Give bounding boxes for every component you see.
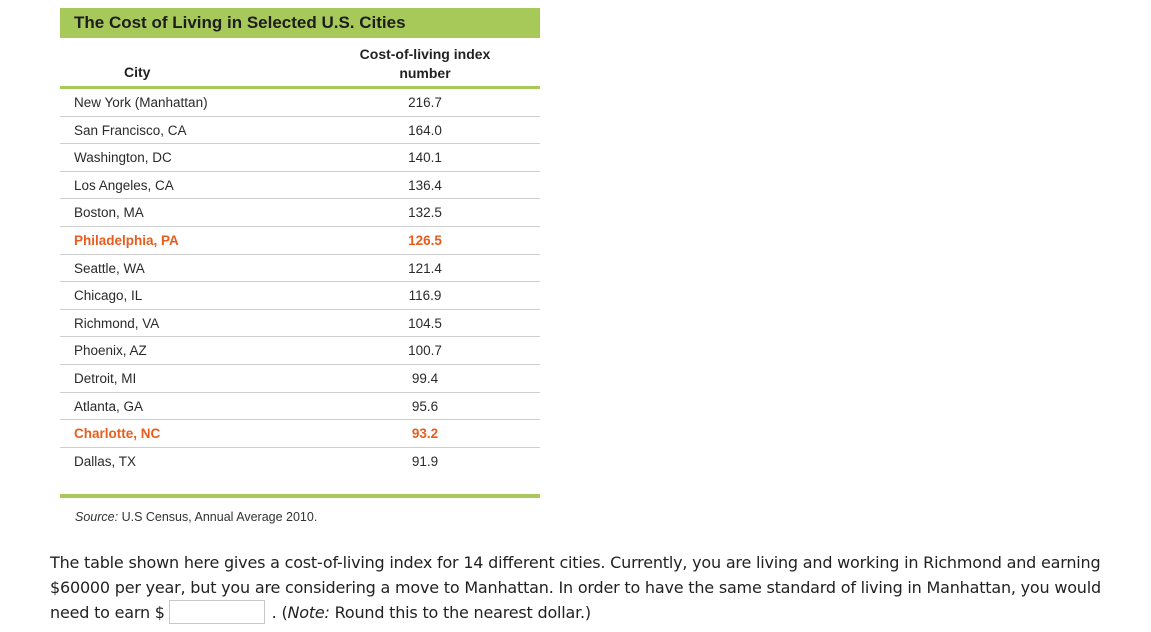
table-row: Boston, MA 132.5 xyxy=(60,199,540,227)
city-name: Phoenix, AZ xyxy=(74,343,147,359)
table-row: Washington, DC 140.1 xyxy=(60,144,540,172)
city-name: Detroit, MI xyxy=(74,370,137,386)
table-body: New York (Manhattan) 216.7 San Francisco, … xyxy=(60,89,540,475)
question-suffix-1: . ( xyxy=(266,603,288,622)
index-value: 91.9 xyxy=(411,453,439,469)
city-name: Los Angeles, CA xyxy=(74,177,174,193)
table-row: Phoenix, AZ 100.7 xyxy=(60,337,540,365)
table-row: New York (Manhattan) 216.7 xyxy=(60,89,540,117)
table-row: Chicago, IL 116.9 xyxy=(60,282,540,310)
city-name: New York (Manhattan) xyxy=(74,95,208,110)
source-text: U.S Census, Annual Average 2010. xyxy=(118,510,318,525)
table-title: The Cost of Living in Selected U.S. Citi… xyxy=(60,8,540,38)
index-value: 95.6 xyxy=(411,398,439,414)
table-row: Los Angeles, CA 136.4 xyxy=(60,172,540,200)
table-row: Richmond, VA 104.5 xyxy=(60,310,540,338)
city-name: Chicago, IL xyxy=(74,288,143,304)
source-label: Source: xyxy=(75,510,119,525)
index-value: 126.5 xyxy=(408,232,442,248)
table-header: City Cost-of-living index number xyxy=(60,38,540,89)
question-suffix-2: Round this to the nearest dollar.) xyxy=(329,603,592,622)
table-row: Atlanta, GA 95.6 xyxy=(60,393,540,421)
table-row: Philadelphia, PA 126.5 xyxy=(60,227,540,255)
index-value: 104.5 xyxy=(408,315,442,331)
index-value: 116.9 xyxy=(408,288,442,304)
city-name: Richmond, VA xyxy=(74,315,160,331)
city-name: Boston, MA xyxy=(74,205,144,221)
city-name: San Francisco, CA xyxy=(74,122,187,138)
column-header-index-line1: Cost-of-living index xyxy=(359,46,491,62)
column-header-city: City xyxy=(124,64,151,80)
city-name: Charlotte, NC xyxy=(74,426,161,442)
city-name: Philadelphia, PA xyxy=(74,232,179,248)
question-text: The table shown here gives a cost-of-liv… xyxy=(50,550,1110,626)
question-prompt: The table shown here gives a cost-of-liv… xyxy=(50,553,1101,622)
index-value: 164.0 xyxy=(408,122,442,138)
note-label: Note: xyxy=(287,603,330,622)
table-row: Dallas, TX 91.9 xyxy=(60,448,540,476)
index-value: 136.4 xyxy=(408,177,442,193)
column-header-index: Cost-of-living index number xyxy=(340,45,510,83)
column-header-index-line2: number xyxy=(399,65,451,81)
table-row: Detroit, MI 99.4 xyxy=(60,365,540,393)
index-value: 140.1 xyxy=(408,150,442,166)
index-value: 93.2 xyxy=(411,426,439,442)
city-name: Washington, DC xyxy=(74,150,172,166)
table-row: Charlotte, NC 93.2 xyxy=(60,420,540,448)
city-name: Dallas, TX xyxy=(74,453,137,469)
table-source: Source: U.S Census, Annual Average 2010. xyxy=(60,510,540,524)
index-value: 100.7 xyxy=(408,343,442,359)
table-row: Seattle, WA 121.4 xyxy=(60,255,540,283)
table-row: San Francisco, CA 164.0 xyxy=(60,117,540,145)
answer-input[interactable] xyxy=(168,599,265,624)
index-value: 216.7 xyxy=(408,95,442,110)
cost-of-living-table: The Cost of Living in Selected U.S. Citi… xyxy=(60,8,540,524)
index-value: 132.5 xyxy=(408,205,442,221)
city-name: Seattle, WA xyxy=(74,260,145,276)
city-name: Atlanta, GA xyxy=(74,398,144,414)
table-bottom-rule xyxy=(60,494,540,499)
index-value: 121.4 xyxy=(408,260,442,276)
index-value: 99.4 xyxy=(411,370,439,386)
